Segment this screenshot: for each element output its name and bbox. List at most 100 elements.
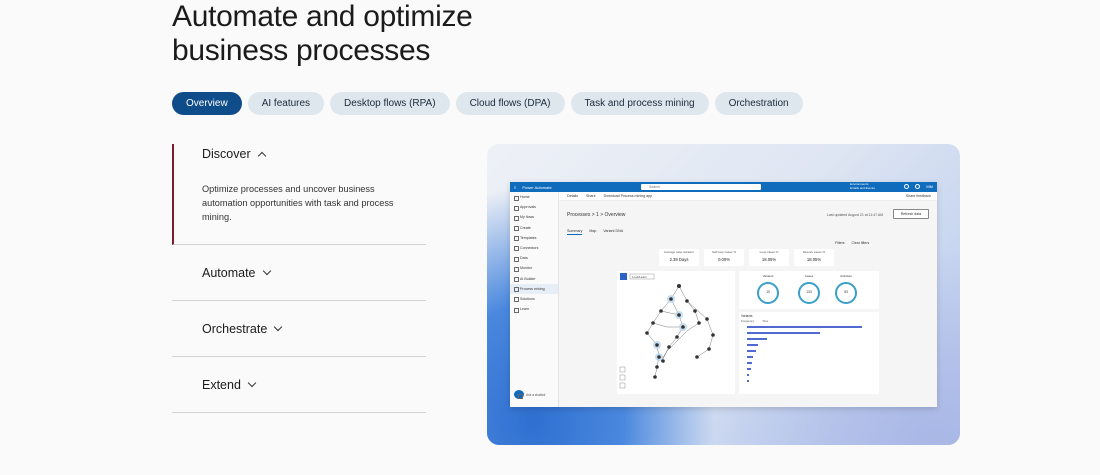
accordion-item-extend[interactable]: Extend: [172, 357, 426, 413]
kpi-label: Rework cases %: [802, 250, 826, 254]
accordion-header-orchestrate[interactable]: Orchestrate: [202, 321, 283, 336]
variants-columns: Frequency Time: [741, 319, 768, 323]
sidebar-item-solutions: Solutions: [510, 294, 558, 304]
variant-bar: [747, 374, 750, 377]
kpi-value: 0.00%: [718, 257, 730, 262]
accordion-body: Optimize processes and uncover business …: [202, 184, 394, 222]
variant-bar: [747, 338, 767, 341]
tab-summary: Summary: [567, 229, 583, 235]
variant-bar: [747, 380, 750, 383]
kpi-label: Loop cases %: [759, 250, 779, 254]
kpi-label: Average case duration: [664, 250, 694, 254]
process-map: Look/Learn: [617, 271, 735, 394]
cases-ring: 133: [798, 282, 820, 304]
ring-label: Activities: [840, 274, 852, 278]
kpi-card: Loop cases % 18.05%: [749, 249, 789, 266]
ring-label: Variants: [762, 274, 774, 278]
title-line-1: Automate and optimize: [172, 0, 473, 33]
kpi-value: 2.39 Days: [669, 257, 689, 262]
tab-ai-features[interactable]: AI features: [247, 92, 325, 115]
variant-bar: [747, 368, 751, 371]
breadcrumb: Processes > 1 > Overview: [567, 212, 626, 218]
kpi-card: Average case duration 2.39 Days: [659, 249, 699, 266]
sidebar-item-templates: Templates: [510, 233, 558, 243]
kpi-row: Average case duration 2.39 Days Self-loop…: [659, 249, 834, 266]
accordion-item-orchestrate[interactable]: Orchestrate: [172, 301, 426, 357]
map-toolbar-icon: [620, 273, 627, 280]
kpi-value: 18.05%: [761, 257, 777, 262]
capabilities-accordion: Discover Optimize processes and uncover …: [172, 144, 426, 413]
accordion-label: Automate: [202, 265, 256, 280]
search-input: Search: [641, 184, 761, 190]
column-time: Time: [762, 319, 769, 323]
sidebar-item-create: Create: [510, 223, 558, 233]
variant-bar: [747, 332, 821, 335]
variant-bar: [747, 350, 756, 353]
command-download: Download Process mining app: [603, 194, 653, 198]
refresh-data-button: Refresh data: [893, 209, 929, 219]
filters-button: Filters: [835, 241, 845, 245]
variants-title: Variants: [741, 314, 753, 318]
accordion-label: Orchestrate: [202, 321, 268, 336]
kpi-card: Self-loop cases % 0.00%: [704, 249, 744, 266]
tab-overview[interactable]: Overview: [172, 92, 242, 115]
accordion-item-automate[interactable]: Automate: [172, 245, 426, 301]
sidebar-item-approvals: Approvals: [510, 202, 558, 212]
settings-icon: [904, 184, 910, 189]
accordion-header-automate[interactable]: Automate: [202, 265, 271, 280]
chatbot-label: Ask a chatbot: [526, 393, 546, 397]
map-nodes: [645, 284, 715, 379]
feature-tabs: Overview AI features Desktop flows (RPA)…: [172, 92, 803, 115]
help-icon: [915, 184, 921, 189]
tab-cloud-flows[interactable]: Cloud flows (DPA): [455, 92, 565, 115]
variant-bar: [747, 356, 754, 359]
tab-variant-dna: Variant DNA: [603, 229, 624, 233]
app-sidebar: Home Approvals My flows Create Templates Conn…: [510, 192, 559, 407]
sidebar-item-data: Data: [510, 253, 558, 263]
title-line-2: business processes: [172, 34, 431, 67]
power-automate-window: ≡ Power Automate Search Environments Ema…: [510, 182, 937, 407]
command-details: Details: [567, 194, 578, 198]
process-map-graph: Look/Learn: [619, 273, 715, 389]
command-bar: Details Share Download Process mining ap…: [559, 192, 937, 201]
kpi-value: 18.05%: [806, 257, 822, 262]
accordion-header-discover[interactable]: Discover: [202, 144, 426, 161]
chevron-down-icon: [247, 378, 257, 387]
header-icons: MM: [904, 184, 933, 189]
waffle-icon: ≡: [514, 184, 517, 190]
sidebar-item-learn: Learn: [510, 304, 558, 314]
avatar: MM: [926, 184, 933, 189]
tab-orchestration[interactable]: Orchestration: [714, 92, 803, 115]
command-share: Share: [586, 194, 596, 198]
sidebar-item-ai-builder: AI Builder: [510, 274, 558, 284]
variant-bar: [747, 326, 862, 329]
sidebar-item-home: Home: [510, 192, 558, 202]
tab-map: Map: [589, 229, 597, 233]
tab-task-process-mining[interactable]: Task and process mining: [570, 92, 709, 115]
map-dropdown-label: Look/Learn: [632, 275, 647, 279]
map-dropdown: [629, 273, 655, 280]
sidebar-item-process-mining: Process mining: [510, 283, 558, 294]
chevron-down-icon: [274, 322, 283, 331]
variant-bar: [747, 344, 758, 347]
filter-bar: Filters Clear filters: [835, 241, 869, 245]
share-feedback: Share feedback: [905, 194, 931, 198]
activities-ring: 53: [835, 282, 857, 304]
app-name: Power Automate: [522, 184, 552, 190]
sidebar-item-connectors: Connectors: [510, 243, 558, 253]
tab-desktop-flows[interactable]: Desktop flows (RPA): [330, 92, 450, 115]
column-frequency: Frequency: [741, 319, 755, 323]
environment-label: Environments: [850, 182, 869, 186]
process-stats: Variants 10 Cases 133 Activities 53: [739, 271, 879, 309]
accordion-header-extend[interactable]: Extend: [202, 378, 257, 392]
chevron-up-icon: [257, 151, 266, 160]
app-header: ≡ Power Automate Search Environments Ema…: [510, 182, 937, 192]
map-edges: [646, 285, 714, 378]
product-screenshot: ≡ Power Automate Search Environments Ema…: [487, 144, 960, 445]
chatbot-icon: [514, 390, 524, 399]
variants-chart: Variants Frequency Time: [739, 312, 879, 394]
ring-label: Cases: [804, 274, 814, 278]
kpi-card: Rework cases % 18.05%: [794, 249, 834, 266]
last-updated: Last updated August 21 at 11:47 AM: [827, 213, 884, 217]
